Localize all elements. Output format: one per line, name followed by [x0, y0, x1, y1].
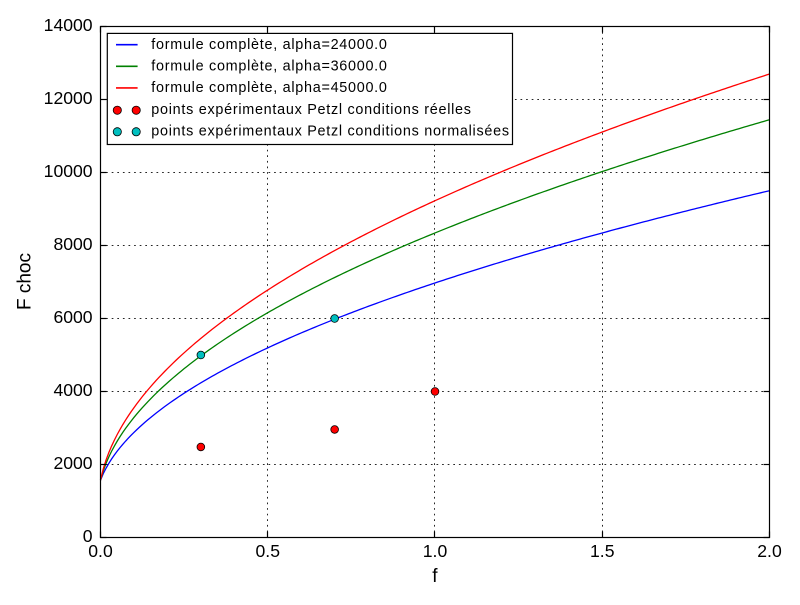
svg-text:formule complète, alpha=45000.: formule complète, alpha=45000.0	[151, 80, 387, 96]
svg-text:f: f	[432, 566, 438, 587]
svg-text:10000: 10000	[44, 161, 93, 181]
svg-text:14000: 14000	[44, 15, 93, 35]
svg-text:8000: 8000	[53, 234, 92, 254]
svg-text:0.5: 0.5	[256, 541, 281, 561]
svg-text:1.0: 1.0	[423, 541, 448, 561]
svg-text:1.5: 1.5	[590, 541, 615, 561]
svg-text:12000: 12000	[44, 88, 93, 108]
svg-text:formule complète, alpha=24000.: formule complète, alpha=24000.0	[151, 37, 387, 53]
svg-text:F choc: F choc	[15, 253, 36, 310]
svg-text:points expérimentaux Petzl con: points expérimentaux Petzl conditions ré…	[151, 102, 471, 118]
svg-text:formule complète, alpha=36000.: formule complète, alpha=36000.0	[151, 59, 387, 75]
svg-text:2000: 2000	[53, 453, 92, 473]
svg-text:0: 0	[83, 526, 93, 546]
svg-text:points expérimentaux Petzl con: points expérimentaux Petzl conditions no…	[151, 123, 509, 139]
svg-text:4000: 4000	[53, 380, 92, 400]
svg-text:2.0: 2.0	[757, 541, 782, 561]
svg-text:0.0: 0.0	[88, 541, 113, 561]
svg-text:6000: 6000	[53, 307, 92, 327]
